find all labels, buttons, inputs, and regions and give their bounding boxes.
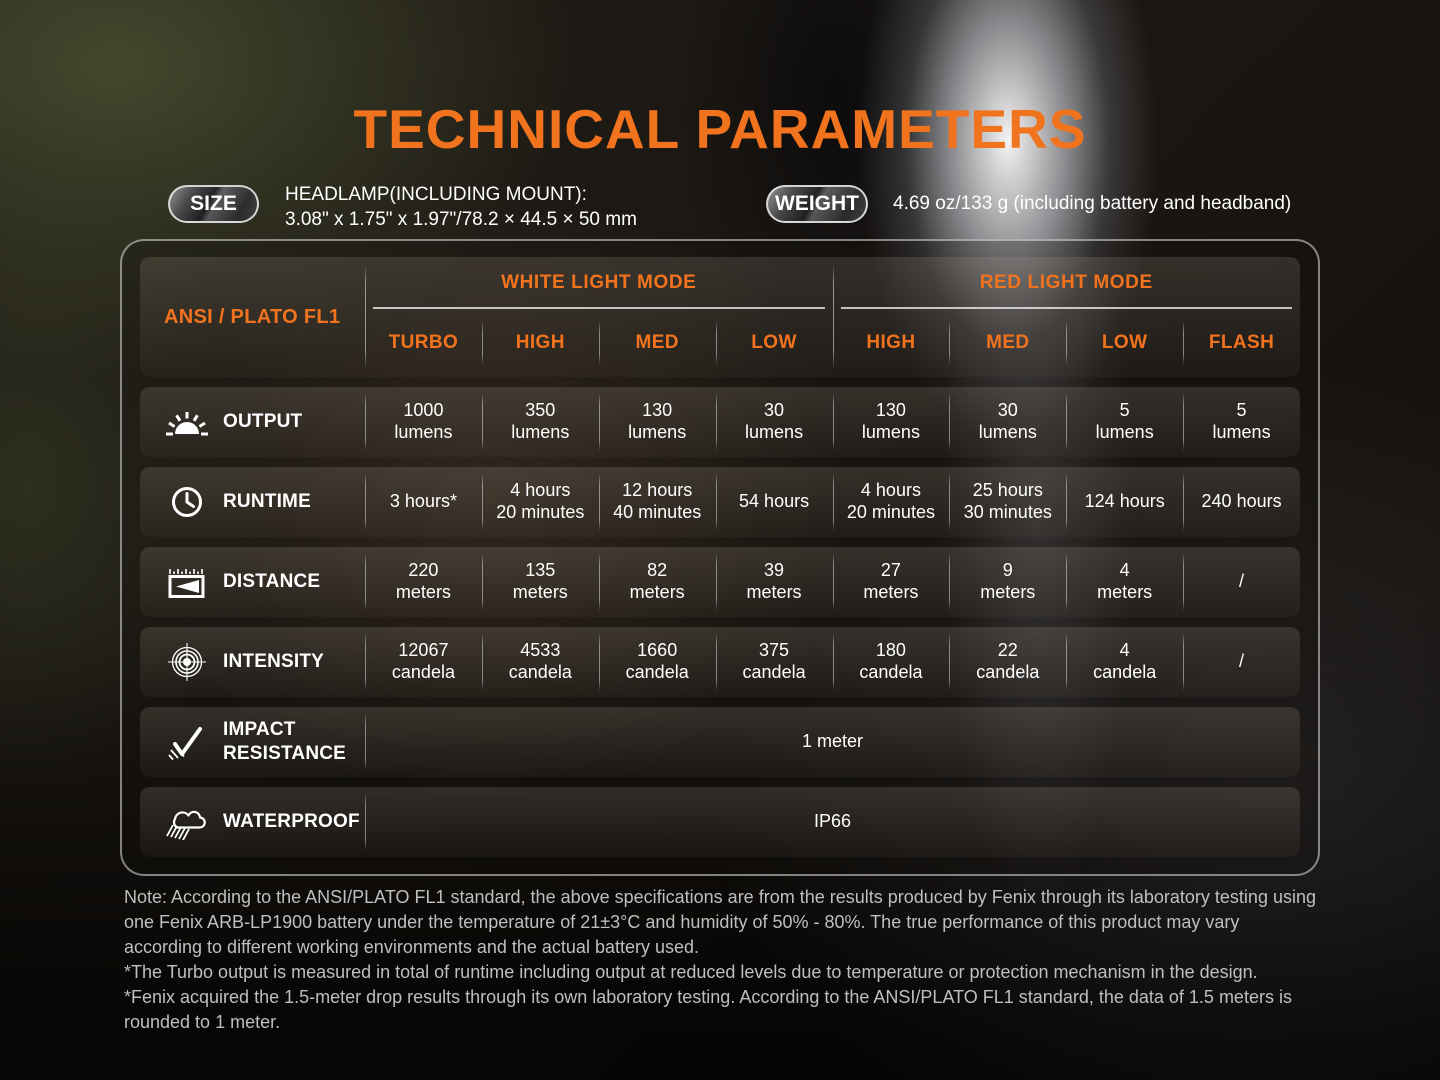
row-label-distance: DISTANCE (140, 547, 365, 617)
target-icon (164, 643, 210, 681)
mode-header: TURBO (388, 332, 459, 353)
spec-cell: 1000 lumens (365, 387, 482, 457)
clock-icon (164, 485, 210, 519)
spec-cell-span: 1 meter (365, 707, 1300, 777)
spec-cell: 130 lumens (598, 387, 716, 457)
spec-cell: 54 hours (715, 467, 833, 537)
row-label-impact-resistance: IMPACT RESISTANCE (140, 707, 365, 777)
spec-cell: 4 hours 20 minutes (832, 467, 950, 537)
table-row-output: OUTPUT 1000 lumens 350 lumens 130 lumens… (140, 387, 1300, 457)
spec-cell: 1660 candela (598, 627, 716, 697)
spec-cell-span: IP66 (365, 787, 1300, 857)
row-label-output: OUTPUT (140, 387, 365, 457)
sunrise-icon (164, 407, 210, 437)
row-label-text: DISTANCE (223, 571, 321, 593)
mode-header: HIGH (481, 309, 599, 377)
footnote-drop-test: *Fenix acquired the 1.5-meter drop resul… (124, 987, 1292, 1032)
hammer-check-icon (164, 724, 210, 760)
spec-cell: 30 lumens (949, 387, 1066, 457)
row-label-text: OUTPUT (223, 411, 303, 433)
mode-header: LOW (715, 309, 833, 377)
size-badge-label: SIZE (190, 192, 237, 215)
rain-cloud-icon (164, 804, 210, 840)
table-corner-label: ANSI / PLATO FL1 (164, 305, 341, 328)
page-title: TECHNICAL PARAMETERS (353, 98, 1087, 160)
spec-cell: 4 candela (1066, 627, 1183, 697)
row-label-runtime: RUNTIME (140, 467, 365, 537)
spec-cell: 124 hours (1066, 467, 1183, 537)
weight-badge-label: WEIGHT (775, 192, 859, 215)
size-value-line2: 3.08" x 1.75" x 1.97"/78.2 × 44.5 × 50 m… (285, 208, 637, 230)
table-row-intensity: INTENSITY 12067 candela 4533 candela 166… (140, 627, 1300, 697)
mode-header: HIGH (866, 332, 916, 353)
row-label-waterproof: WATERPROOF (140, 787, 365, 857)
spec-cell: 375 candela (715, 627, 833, 697)
mode-header: FLASH (1183, 309, 1300, 377)
ruler-icon (164, 566, 210, 599)
spec-cell: 5 lumens (1183, 387, 1300, 457)
size-value-line1: HEADLAMP(INCLUDING MOUNT): (285, 184, 587, 205)
table-row-distance: DISTANCE 220 meters 135 meters 82 meters… (140, 547, 1300, 617)
spec-table: ANSI / PLATO FL1 WHITE LIGHT MODE RED LI… (120, 239, 1320, 876)
table-row-impact-resistance: IMPACT RESISTANCE 1 meter (140, 707, 1300, 777)
footnotes: Note: According to the ANSI/PLATO FL1 st… (124, 885, 1320, 1035)
footnote-turbo: *The Turbo output is measured in total o… (124, 962, 1258, 982)
spec-cell: 82 meters (598, 547, 716, 617)
row-label-text: WATERPROOF (223, 811, 360, 833)
spec-cell: 135 meters (481, 547, 599, 617)
spec-cell: 39 meters (715, 547, 833, 617)
spec-cell: 27 meters (832, 547, 950, 617)
spec-cell: 4 meters (1066, 547, 1183, 617)
spec-cell: 12 hours 40 minutes (598, 467, 716, 537)
spec-cell: 240 hours (1183, 467, 1300, 537)
table-header: ANSI / PLATO FL1 WHITE LIGHT MODE RED LI… (140, 257, 1300, 377)
weight-value: 4.69 oz/133 g (including battery and hea… (893, 193, 1292, 214)
weight-badge: WEIGHT (766, 185, 868, 223)
row-label-text: INTENSITY (223, 651, 325, 673)
spec-cell: 130 lumens (832, 387, 950, 457)
spec-cell: 22 candela (949, 627, 1066, 697)
spec-cell: 350 lumens (481, 387, 599, 457)
mode-header: MED (598, 309, 716, 377)
spec-cell: / (1183, 627, 1300, 697)
mode-header: LOW (1066, 309, 1183, 377)
spec-cell: 3 hours* (365, 467, 482, 537)
table-header-grid: WHITE LIGHT MODE RED LIGHT MODE TURBO HI… (365, 257, 1300, 377)
spec-cell: / (1183, 547, 1300, 617)
spec-cell: 25 hours 30 minutes (949, 467, 1066, 537)
group-red-light: RED LIGHT MODE (833, 257, 1301, 309)
row-label-text: IMPACT RESISTANCE (223, 719, 347, 764)
spec-cell: 4 hours 20 minutes (481, 467, 599, 537)
spec-cell: 180 candela (832, 627, 950, 697)
spec-cell: 30 lumens (715, 387, 833, 457)
mode-header: MED (949, 309, 1066, 377)
footnote-standard: Note: According to the ANSI/PLATO FL1 st… (124, 887, 1316, 957)
size-badge: SIZE (168, 185, 259, 223)
row-label-text: RUNTIME (223, 491, 311, 513)
group-white-light: WHITE LIGHT MODE (365, 257, 833, 309)
spec-cell: 9 meters (949, 547, 1066, 617)
row-label-intensity: INTENSITY (140, 627, 365, 697)
spec-cell: 220 meters (365, 547, 482, 617)
table-row-waterproof: WATERPROOF IP66 (140, 787, 1300, 857)
spec-cell: 12067 candela (365, 627, 482, 697)
spec-cell: 5 lumens (1066, 387, 1183, 457)
table-row-runtime: RUNTIME 3 hours* 4 hours 20 minutes 12 h… (140, 467, 1300, 537)
spec-cell: 4533 candela (481, 627, 599, 697)
size-value: HEADLAMP(INCLUDING MOUNT): 3.08" x 1.75"… (285, 183, 637, 232)
